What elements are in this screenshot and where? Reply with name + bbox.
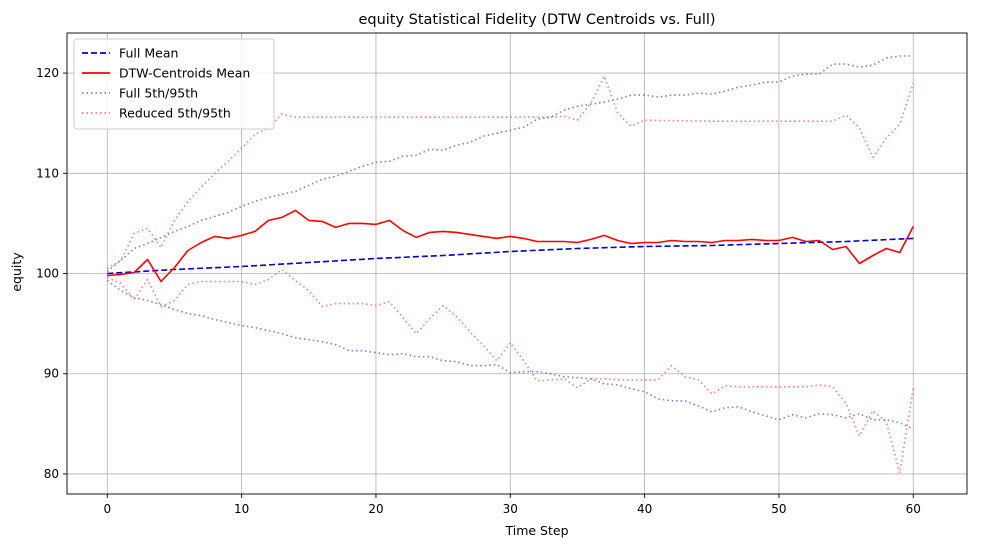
legend-label: Full 5th/95th [119, 86, 198, 101]
legend-box [73, 38, 275, 130]
x-tick-label: 10 [234, 502, 249, 516]
x-tick-label: 60 [906, 502, 921, 516]
series-line-1 [107, 209, 915, 283]
y-axis-label: equity [9, 252, 24, 292]
y-tick-label: 100 [36, 267, 59, 281]
y-tick-label: 90 [44, 367, 59, 381]
plot-frame [66, 32, 968, 495]
y-tick-label: 120 [36, 66, 59, 80]
plot-area: 0 10 20 30 40 50 60 80 90 100 110 120 Full Mean DTW-C… [36, 32, 968, 516]
y-tick-label: 80 [44, 467, 59, 481]
series-line-3 [106, 279, 914, 430]
chart-title: equity Statistical Fidelity (DTW Centroi… [358, 12, 715, 28]
y-tick-label: 110 [36, 166, 59, 180]
series-line-2 [106, 55, 914, 273]
x-tick-label: 20 [368, 502, 383, 516]
x-axis-label: Time Step [504, 523, 568, 538]
legend-label: Full Mean [119, 46, 178, 61]
x-tick-label: 30 [503, 502, 518, 516]
x-tick-label: 40 [637, 502, 652, 516]
x-tick-label: 0 [103, 502, 111, 516]
legend-label: DTW-Centroids Mean [119, 66, 250, 81]
legend-label: Reduced 5th/95th [119, 106, 231, 121]
x-tick-label: 50 [771, 502, 786, 516]
